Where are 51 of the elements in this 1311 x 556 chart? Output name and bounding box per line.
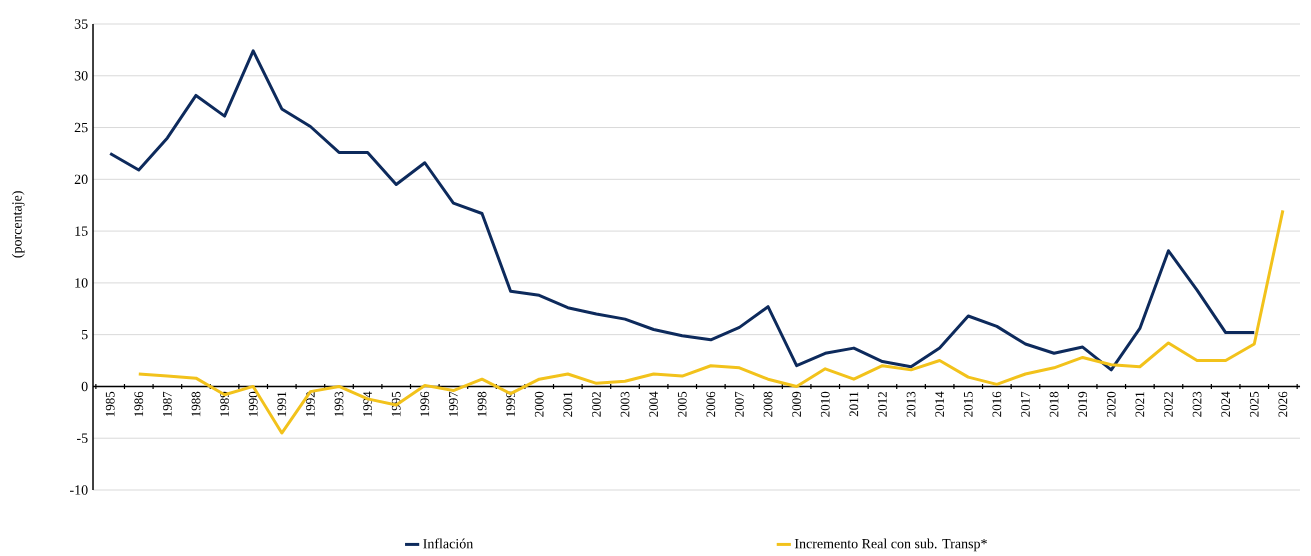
x-tick-label: 2023 [1192,391,1202,417]
line-series [108,49,1256,372]
x-tick-label: 2015 [963,391,973,417]
legend-label: Incremento Real con sub. Transp* [794,538,987,552]
x-tick-label: 2004 [649,391,658,417]
y-tick-label: 5 [81,330,88,340]
x-tick-label: 2014 [935,391,945,417]
x-tick-label: 2024 [1221,391,1231,417]
x-tick-label: 2010 [820,391,830,417]
x-tick-label: 1985 [105,391,115,417]
x-tick-label: 1990 [248,391,258,417]
x-tick-label: 1986 [134,391,144,417]
x-tick-label: 2011 [849,392,859,417]
x-tick-label: 2019 [1078,391,1088,417]
x-tick-label: 2013 [906,391,916,417]
x-tick-label: 2001 [563,392,573,417]
x-tick-label: 2002 [592,392,601,417]
x-tick-label: 2020 [1106,391,1116,417]
x-tick-label: 1998 [477,391,487,417]
y-tick-label: 15 [75,226,88,236]
x-tick-label: 1997 [449,391,458,417]
x-tick-label: 2008 [763,391,773,417]
x-tick-label: 2007 [735,391,744,417]
y-tick-label: -10 [70,485,88,495]
x-tick-label: 1991 [277,392,287,417]
x-tick-label: 2016 [992,391,1002,417]
x-tick-label: 2006 [706,391,716,417]
x-tick-label: 2000 [534,391,544,417]
x-tick-label: 2018 [1049,391,1059,417]
x-tick-label: 2009 [792,391,802,417]
x-tick-label: 2012 [878,392,887,417]
x-tick-label: 2005 [677,391,687,417]
x-tick-label: 2022 [1164,392,1173,417]
legend-label: Inflación [423,538,474,549]
x-tick-label: 1988 [191,391,201,417]
x-tick-label: 1987 [163,391,172,417]
y-tick-label: -5 [77,433,88,443]
y-tick-label: 20 [74,174,88,185]
y-tick-label: 35 [74,19,88,29]
x-tick-label: 2017 [1021,391,1030,417]
y-axis-title: (porcentaje) [11,191,25,258]
x-tick-label: 2025 [1249,391,1259,417]
y-tick-label: 10 [75,278,88,288]
x-tick-label: 2003 [620,391,630,417]
y-tick-label: 30 [74,71,88,81]
x-tick-label: 1996 [420,391,430,417]
x-tick-label: 2026 [1278,391,1288,417]
x-tick-label: 1993 [334,391,344,417]
y-tick-label: 0 [81,381,88,392]
x-tick-label: 2021 [1135,392,1145,417]
y-tick-label: 25 [74,122,88,133]
